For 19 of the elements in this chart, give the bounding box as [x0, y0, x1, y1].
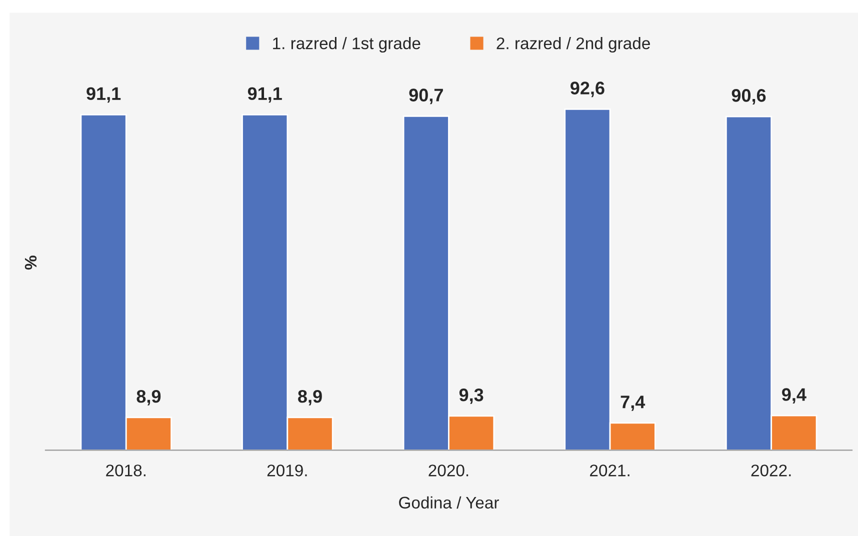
x-tick-label: 2018. — [106, 464, 146, 476]
data-label: 90,7 — [409, 88, 443, 104]
data-label: 91,1 — [86, 87, 121, 103]
legend-label: 1. razred / 1st grade — [273, 37, 420, 53]
x-tick-label: 2019. — [267, 464, 307, 476]
data-label: 9,3 — [459, 388, 484, 404]
x-tick-label: 2021. — [590, 464, 630, 476]
data-label: 8,9 — [298, 390, 322, 406]
x-axis-title: Godina / Year — [399, 496, 499, 509]
legend-label: 2. razred / 2nd grade — [496, 37, 650, 53]
data-label: 8,9 — [136, 390, 161, 406]
data-label: 92,6 — [570, 82, 604, 98]
data-label: 91,1 — [248, 87, 282, 103]
data-label: 7,4 — [620, 396, 646, 411]
x-tick-label: 2020. — [428, 464, 468, 476]
data-label: 9,4 — [782, 388, 806, 404]
x-tick-label: 2022. — [751, 464, 791, 476]
y-axis-title: % — [24, 256, 37, 270]
data-label: 90,6 — [732, 89, 766, 104]
